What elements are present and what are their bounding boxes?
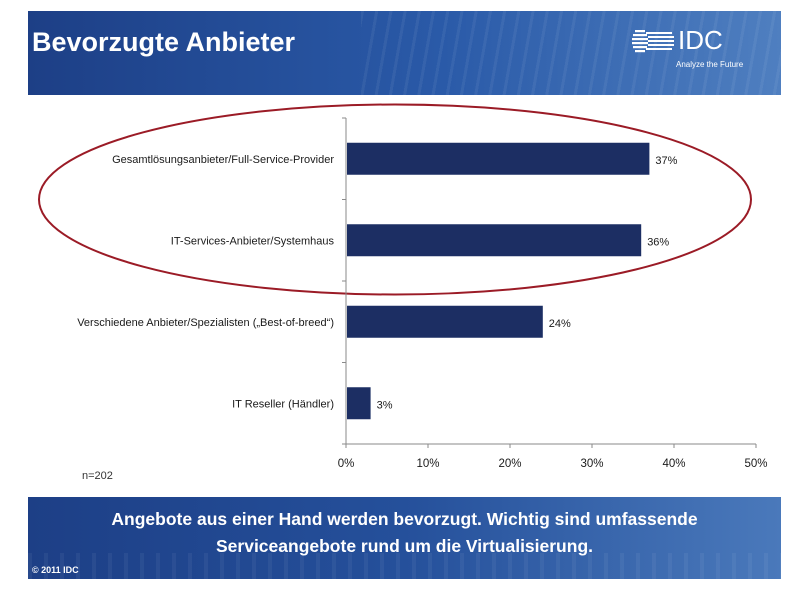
x-tick-label: 20% [498, 458, 521, 470]
conclusion-line-1: Angebote aus einer Hand werden bevorzugt… [111, 509, 698, 529]
value-label: 36% [647, 236, 669, 248]
category-label: Verschiedene Anbieter/Spezialisten („Bes… [77, 317, 334, 329]
bar [347, 224, 642, 257]
x-tick-label: 40% [662, 458, 685, 470]
conclusion-line-2: Serviceangebote rund um die Virtualisier… [216, 536, 593, 556]
copyright-notice: © 2011 IDC [32, 565, 79, 575]
highlight-ellipse [38, 103, 752, 296]
value-label: 3% [377, 399, 393, 411]
category-label: IT Reseller (Händler) [232, 398, 334, 410]
logo-tagline: Analyze the Future [676, 60, 744, 69]
category-label: IT-Services-Anbieter/Systemhaus [171, 235, 335, 247]
x-tick-label: 30% [580, 458, 603, 470]
x-tick-label: 50% [744, 458, 767, 470]
footer-decoration [28, 553, 781, 579]
conclusion-text: Angebote aus einer Hand werden bevorzugt… [28, 506, 781, 560]
idc-logo-text: IDC [678, 25, 723, 55]
x-tick-label: 10% [416, 458, 439, 470]
x-tick-label: 0% [338, 458, 355, 470]
value-label: 37% [655, 155, 677, 167]
idc-globe-icon [632, 30, 674, 53]
bar [347, 387, 371, 420]
sample-size-note: n=202 [82, 470, 113, 482]
header-banner [28, 11, 781, 95]
footer-banner: Angebote aus einer Hand werden bevorzugt… [28, 497, 781, 579]
bar [347, 142, 650, 175]
category-label: Gesamtlösungsanbieter/Full-Service-Provi… [112, 154, 334, 166]
bar [347, 305, 543, 338]
page-title: Bevorzugte Anbieter [32, 27, 296, 57]
header-decoration [361, 11, 781, 95]
value-label: 24% [549, 318, 571, 330]
